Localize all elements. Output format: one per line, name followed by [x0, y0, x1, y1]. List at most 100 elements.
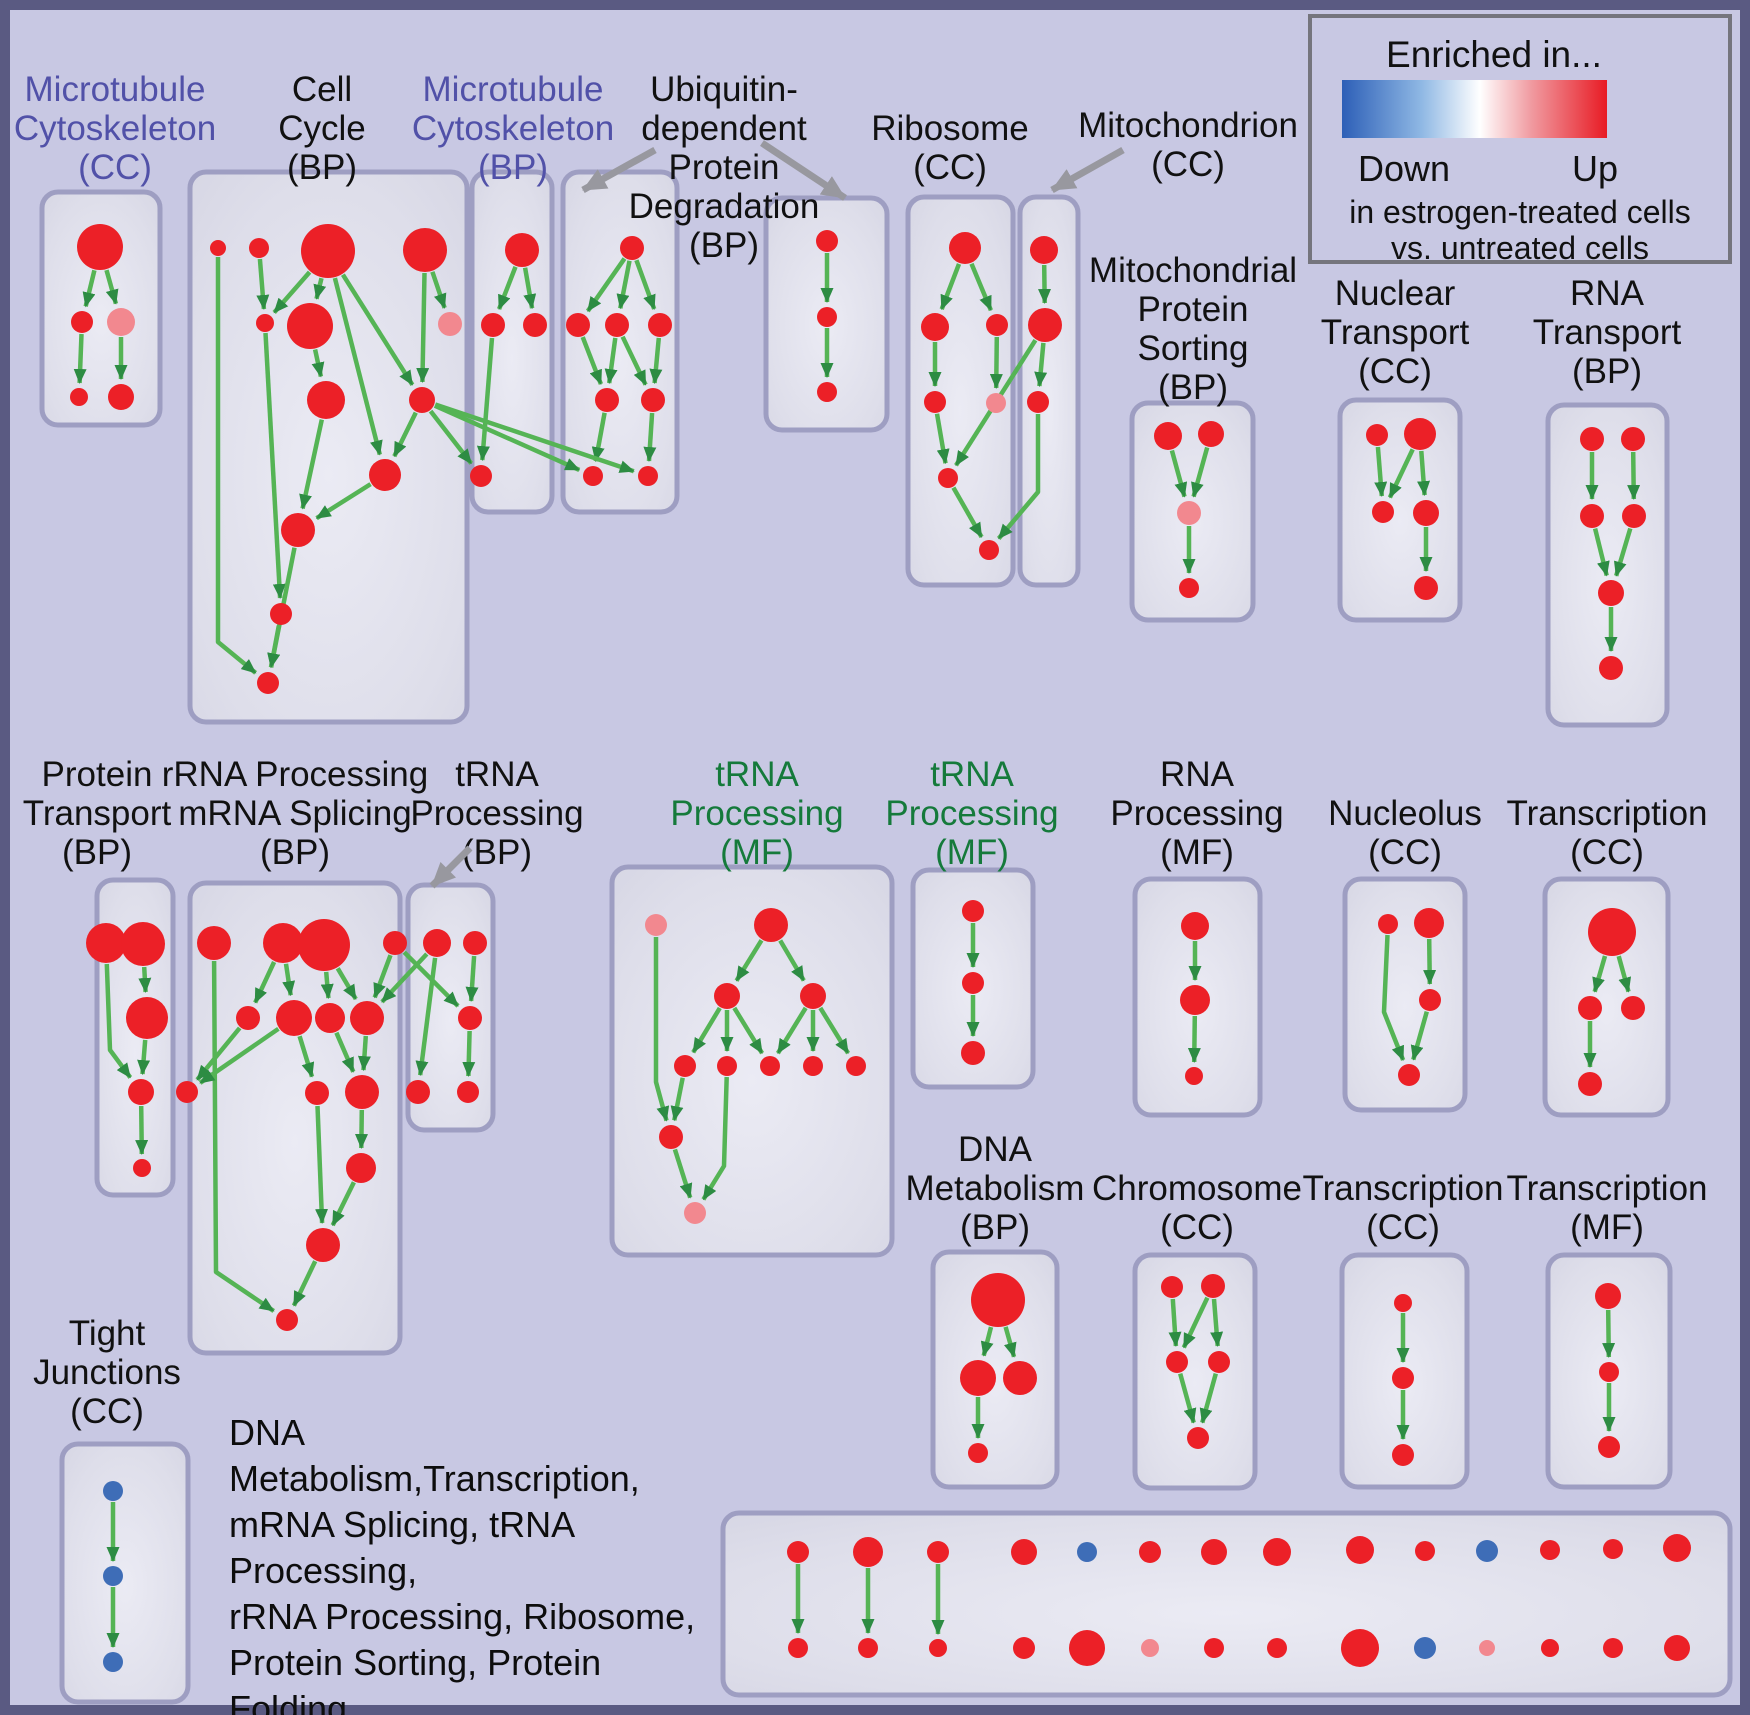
edge-arrow [267, 625, 282, 669]
edge-arrow [1410, 1010, 1429, 1061]
go-term-node-red [306, 1228, 340, 1262]
go-term-node-red [236, 1006, 260, 1030]
go-term-node-red [803, 1056, 823, 1076]
go-term-node-red [1028, 308, 1062, 342]
go-term-node-red [1398, 1064, 1420, 1086]
go-term-node-red [817, 382, 837, 402]
go-term-node-red [406, 1080, 430, 1104]
go-term-node-pink [645, 914, 667, 936]
legend: Enriched in... Down Up in estrogen-treat… [1308, 14, 1732, 266]
cluster-label-trna-mf-large: tRNA Processing (MF) [670, 755, 843, 872]
edge-arrow [138, 966, 152, 993]
edge-arrow [522, 267, 537, 310]
edge-arrow [1199, 1373, 1218, 1424]
go-term-node-red [1179, 578, 1199, 598]
go-term-node-red [383, 931, 407, 955]
edge-arrow [980, 1326, 994, 1357]
cluster-label-chromosome: Chromosome (CC) [1092, 1169, 1302, 1247]
edge-arrow [643, 412, 657, 462]
edge-arrow [616, 260, 632, 310]
cluster-label-rrna: rRNA Processing mRNA Splicing (BP) [162, 755, 428, 872]
edge-arrow [939, 263, 962, 311]
cluster-label-transcription-cc-mid: Transcription (CC) [1507, 794, 1708, 872]
go-term-node-red [346, 1153, 376, 1183]
cluster-box-chromosome [1132, 1252, 1258, 1491]
go-term-node-red [1166, 1351, 1188, 1373]
cluster-label-ribosome: Ribosome (CC) [871, 109, 1029, 187]
cluster-label-dna-metabolism: DNA Metabolism (BP) [906, 1130, 1085, 1247]
ubiquitin-label-pointer-left [581, 146, 657, 194]
edge-arrow [497, 265, 518, 311]
go-term-node-red [423, 929, 451, 957]
go-term-node-red [1598, 580, 1624, 606]
go-term-node-red [176, 1081, 198, 1103]
go-term-node-red [659, 1125, 683, 1149]
go-term-node-red [1003, 1361, 1037, 1395]
go-term-node-red [986, 314, 1008, 336]
go-term-node-red [1580, 427, 1604, 451]
edge-arrow [1592, 955, 1608, 993]
go-term-node-red [1664, 1635, 1690, 1661]
go-term-node-red [1185, 1067, 1203, 1085]
go-term-node-red [470, 465, 492, 487]
cluster-label-rna-processing-mf: RNA Processing (MF) [1110, 755, 1283, 872]
edge-arrow [1627, 451, 1641, 500]
go-term-node-red [249, 238, 269, 258]
go-term-node-red [350, 1001, 384, 1035]
go-term-node-red [1392, 1444, 1414, 1466]
go-term-node-red [853, 1537, 883, 1567]
go-term-node-red [1588, 908, 1636, 956]
edge-arrow [1387, 448, 1415, 499]
go-term-node-red [800, 983, 826, 1009]
go-term-node-red [270, 603, 292, 625]
edge-arrow [1381, 934, 1406, 1062]
go-term-node-red [1198, 421, 1224, 447]
edge-arrow [198, 1026, 280, 1085]
edge-arrow [778, 939, 806, 982]
go-term-node-red [583, 466, 603, 486]
edge-arrow [320, 971, 334, 1000]
go-term-node-red [1541, 1639, 1559, 1657]
go-term-node-red [307, 381, 345, 419]
go-term-node-red [638, 466, 658, 486]
go-term-node-red [605, 313, 629, 337]
edge-arrow [1602, 1309, 1616, 1358]
note-line: DNA Metabolism,Transcription, [229, 1412, 640, 1499]
edge-arrow [996, 414, 1041, 540]
edge-arrow [1374, 446, 1388, 497]
go-term-node-red [962, 900, 984, 922]
go-term-node-red [281, 513, 315, 547]
go-term-node-red [1013, 1637, 1035, 1659]
edge-arrow [672, 1148, 693, 1199]
go-term-node-red [458, 1006, 482, 1030]
go-term-node-red [1603, 1638, 1623, 1658]
edge-arrow [1592, 528, 1610, 577]
go-term-node-red [71, 311, 93, 333]
go-term-node-red [1011, 1539, 1037, 1565]
cluster-box-mitochondrion [1017, 194, 1081, 588]
go-term-node-red [1208, 1351, 1230, 1373]
legend-subtitle-1: in estrogen-treated cells [1349, 194, 1691, 230]
mitochondrion-label-pointer [1050, 146, 1125, 194]
go-term-node-red [1204, 1638, 1224, 1658]
cluster-box-ribosome [905, 194, 1016, 588]
edge-arrow [1003, 1326, 1017, 1358]
pointers-layer [429, 140, 1125, 889]
go-term-node-red [298, 919, 350, 971]
go-term-node-red [787, 1541, 809, 1563]
go-term-node-red [961, 1041, 985, 1065]
go-term-node-red [403, 228, 447, 272]
edge-arrow [951, 486, 984, 539]
legend-gradient-bar [1342, 80, 1607, 138]
edge-arrow [313, 277, 327, 300]
edge-arrow [934, 413, 950, 465]
edge-arrow [591, 412, 607, 463]
go-term-node-blue [103, 1566, 123, 1586]
go-term-node-red [256, 314, 274, 332]
go-term-node-red [1414, 908, 1444, 938]
cluster-label-ubiquitin-label: Ubiquitin-dependent Protein Degradation (BP… [629, 70, 820, 265]
go-term-node-red [1187, 1427, 1209, 1449]
cluster-label-mitochondrion: Mitochondrion (CC) [1078, 106, 1298, 184]
go-term-node-red [1161, 1276, 1183, 1298]
